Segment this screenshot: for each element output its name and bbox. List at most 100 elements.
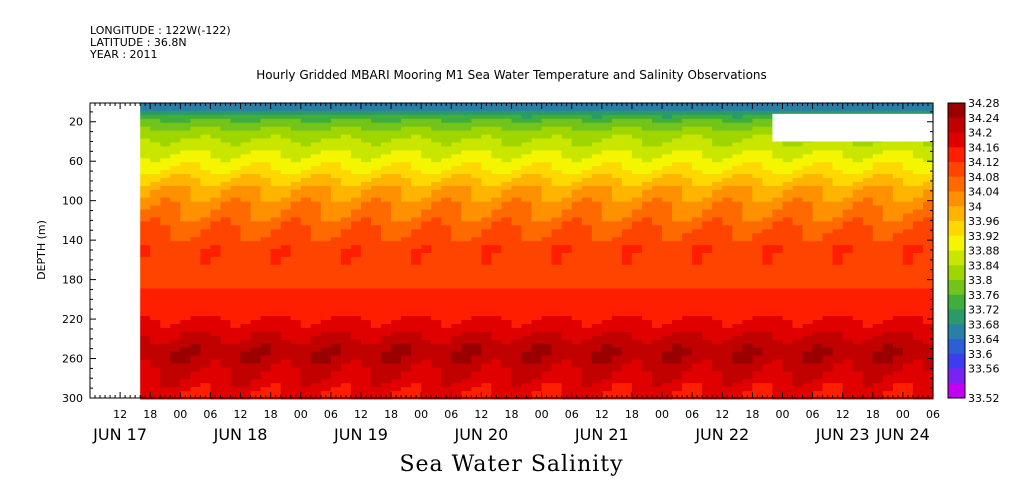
field-cell [551, 253, 563, 258]
field-cell [521, 213, 533, 218]
field-cell [491, 142, 502, 147]
field-cell [300, 351, 312, 357]
field-cell [672, 146, 683, 151]
field-cell [631, 335, 643, 341]
field-cell [762, 327, 773, 333]
field-cell [431, 327, 442, 333]
field-cell [702, 114, 713, 120]
field-cell [511, 178, 523, 183]
field-cell [631, 213, 643, 218]
field-cell [260, 296, 272, 301]
field-cell [702, 189, 713, 195]
field-cell [652, 162, 663, 167]
field-cell [551, 237, 563, 242]
field-cell [461, 272, 472, 278]
field-cell [340, 272, 352, 278]
field-cell [662, 174, 673, 179]
field-cell [320, 308, 332, 313]
field-cell [350, 185, 362, 191]
field-cell [200, 351, 211, 357]
field-cell [140, 205, 151, 211]
field-cell [511, 146, 523, 151]
field-cell [310, 387, 322, 392]
field-cell [501, 166, 513, 171]
field-cell [230, 197, 242, 203]
field-cell [742, 339, 753, 345]
field-cell [200, 225, 211, 230]
field-cell [732, 106, 743, 112]
field-cell [140, 158, 151, 163]
field-cell [712, 260, 723, 266]
field-cell [601, 170, 613, 175]
field-cell [642, 110, 653, 116]
field-cell [240, 383, 252, 388]
field-cell [642, 174, 653, 179]
field-cell [350, 201, 362, 207]
field-cell [320, 387, 332, 392]
field-cell [792, 355, 804, 361]
field-cell [772, 197, 783, 203]
field-cell [581, 355, 593, 361]
field-cell [702, 209, 713, 215]
field-cell [250, 106, 262, 112]
field-cell [561, 193, 573, 199]
field-cell [190, 296, 201, 301]
field-cell [431, 355, 442, 361]
field-cell [310, 343, 322, 349]
field-cell [491, 320, 502, 325]
field-cell [631, 339, 643, 345]
field-cell [511, 284, 523, 289]
field-cell [330, 142, 342, 147]
field-cell [350, 122, 362, 128]
field-cell [531, 304, 543, 309]
field-cell [300, 181, 312, 187]
field-cell [320, 253, 332, 258]
field-cell [611, 327, 623, 333]
field-cell [501, 284, 513, 289]
field-cell [270, 118, 282, 124]
field-cell [451, 158, 462, 163]
field-cell [692, 233, 703, 238]
field-cell [180, 256, 191, 262]
field-cell [742, 300, 753, 305]
field-cell [270, 391, 282, 396]
field-cell [692, 312, 703, 317]
field-cell [491, 106, 502, 112]
field-cell [792, 296, 804, 301]
field-cell [742, 347, 753, 353]
field-cell [511, 154, 523, 159]
field-cell [260, 359, 272, 364]
field-cell [320, 150, 332, 155]
field-cell [782, 371, 794, 376]
field-cell [260, 122, 272, 128]
field-cell [441, 367, 452, 372]
field-cell [551, 316, 563, 321]
field-cell [280, 347, 292, 353]
field-cell [160, 130, 171, 136]
field-cell [531, 205, 543, 211]
field-cell [431, 339, 442, 345]
field-cell [792, 391, 804, 396]
field-cell [631, 118, 643, 124]
field-cell [581, 387, 593, 392]
field-cell [340, 205, 352, 211]
field-cell [300, 343, 312, 349]
field-cell [631, 375, 643, 380]
field-cell [611, 359, 623, 364]
field-cell [712, 181, 723, 187]
field-cell [581, 138, 593, 143]
field-cell [150, 221, 161, 226]
field-cell [431, 134, 442, 140]
field-cell [792, 193, 804, 199]
field-cell [722, 335, 733, 341]
field-cell [802, 189, 814, 195]
field-cell [752, 114, 763, 120]
field-cell [782, 197, 794, 203]
field-cell [290, 114, 302, 120]
field-cell [290, 355, 302, 361]
field-cell [742, 142, 753, 147]
field-cell [461, 288, 472, 293]
field-cell [531, 237, 543, 242]
field-cell [501, 335, 513, 341]
field-cell [471, 383, 482, 388]
